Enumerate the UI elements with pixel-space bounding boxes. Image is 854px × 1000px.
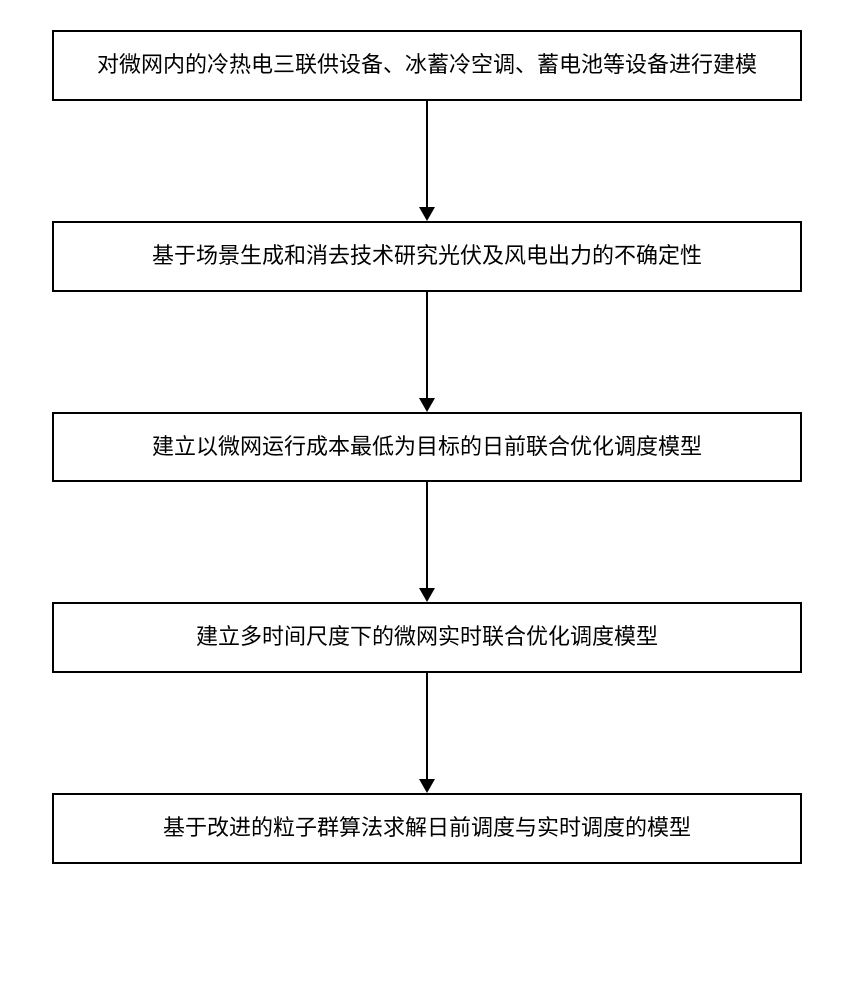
- arrow-line: [426, 482, 428, 588]
- step-2-text: 基于场景生成和消去技术研究光伏及风电出力的不确定性: [152, 241, 702, 272]
- step-1-text: 对微网内的冷热电三联供设备、冰蓄冷空调、蓄电池等设备进行建模: [97, 50, 757, 81]
- step-3-text: 建立以微网运行成本最低为目标的日前联合优化调度模型: [152, 432, 702, 463]
- arrow-2-3: [419, 292, 435, 412]
- arrow-3-4: [419, 482, 435, 602]
- step-4-text: 建立多时间尺度下的微网实时联合优化调度模型: [196, 622, 658, 653]
- arrow-head-icon: [419, 398, 435, 412]
- arrow-head-icon: [419, 207, 435, 221]
- arrow-line: [426, 101, 428, 207]
- arrow-line: [426, 292, 428, 398]
- flowchart-step-2: 基于场景生成和消去技术研究光伏及风电出力的不确定性: [52, 221, 802, 292]
- flowchart-step-4: 建立多时间尺度下的微网实时联合优化调度模型: [52, 602, 802, 673]
- step-5-text: 基于改进的粒子群算法求解日前调度与实时调度的模型: [163, 813, 691, 844]
- arrow-head-icon: [419, 779, 435, 793]
- flowchart-step-3: 建立以微网运行成本最低为目标的日前联合优化调度模型: [52, 412, 802, 483]
- arrow-1-2: [419, 101, 435, 221]
- arrow-4-5: [419, 673, 435, 793]
- arrow-head-icon: [419, 588, 435, 602]
- arrow-line: [426, 673, 428, 779]
- flowchart-step-5: 基于改进的粒子群算法求解日前调度与实时调度的模型: [52, 793, 802, 864]
- flowchart-step-1: 对微网内的冷热电三联供设备、冰蓄冷空调、蓄电池等设备进行建模: [52, 30, 802, 101]
- flowchart-container: 对微网内的冷热电三联供设备、冰蓄冷空调、蓄电池等设备进行建模 基于场景生成和消去…: [50, 30, 804, 864]
